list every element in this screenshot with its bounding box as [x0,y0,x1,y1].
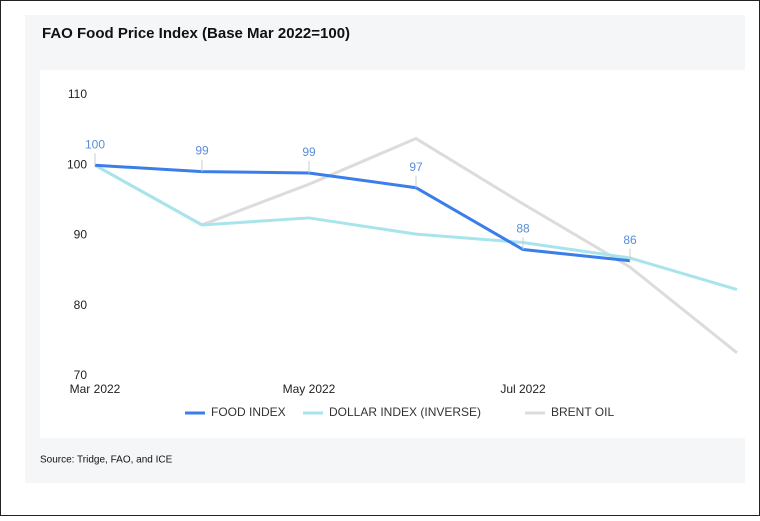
series-line [94,163,631,263]
data-label: 88 [516,222,530,236]
legend-label: DOLLAR INDEX (INVERSE) [329,405,481,419]
data-label: 99 [302,145,316,159]
plot-area [40,70,745,438]
data-label: 86 [623,233,637,247]
data-label: 100 [85,137,105,151]
source: Source: Tridge, FAO, and ICE [40,455,173,466]
data-label: 99 [195,144,209,158]
chart-title: FAO Food Price Index (Base Mar 2022=100) [42,25,350,42]
y-tick-label: 80 [74,298,88,312]
x-tick-label: May 2022 [283,382,336,396]
x-tick-label: Jul 2022 [500,382,546,396]
x-tick-label: Mar 2022 [70,382,121,396]
y-tick-label: 100 [67,157,87,171]
y-tick-label: 70 [74,368,88,382]
y-tick-label: 110 [68,87,87,101]
legend-label: BRENT OIL [551,405,614,419]
data-label: 97 [409,160,423,174]
legend-label: FOOD INDEX [211,405,286,419]
y-tick-label: 90 [74,228,88,242]
